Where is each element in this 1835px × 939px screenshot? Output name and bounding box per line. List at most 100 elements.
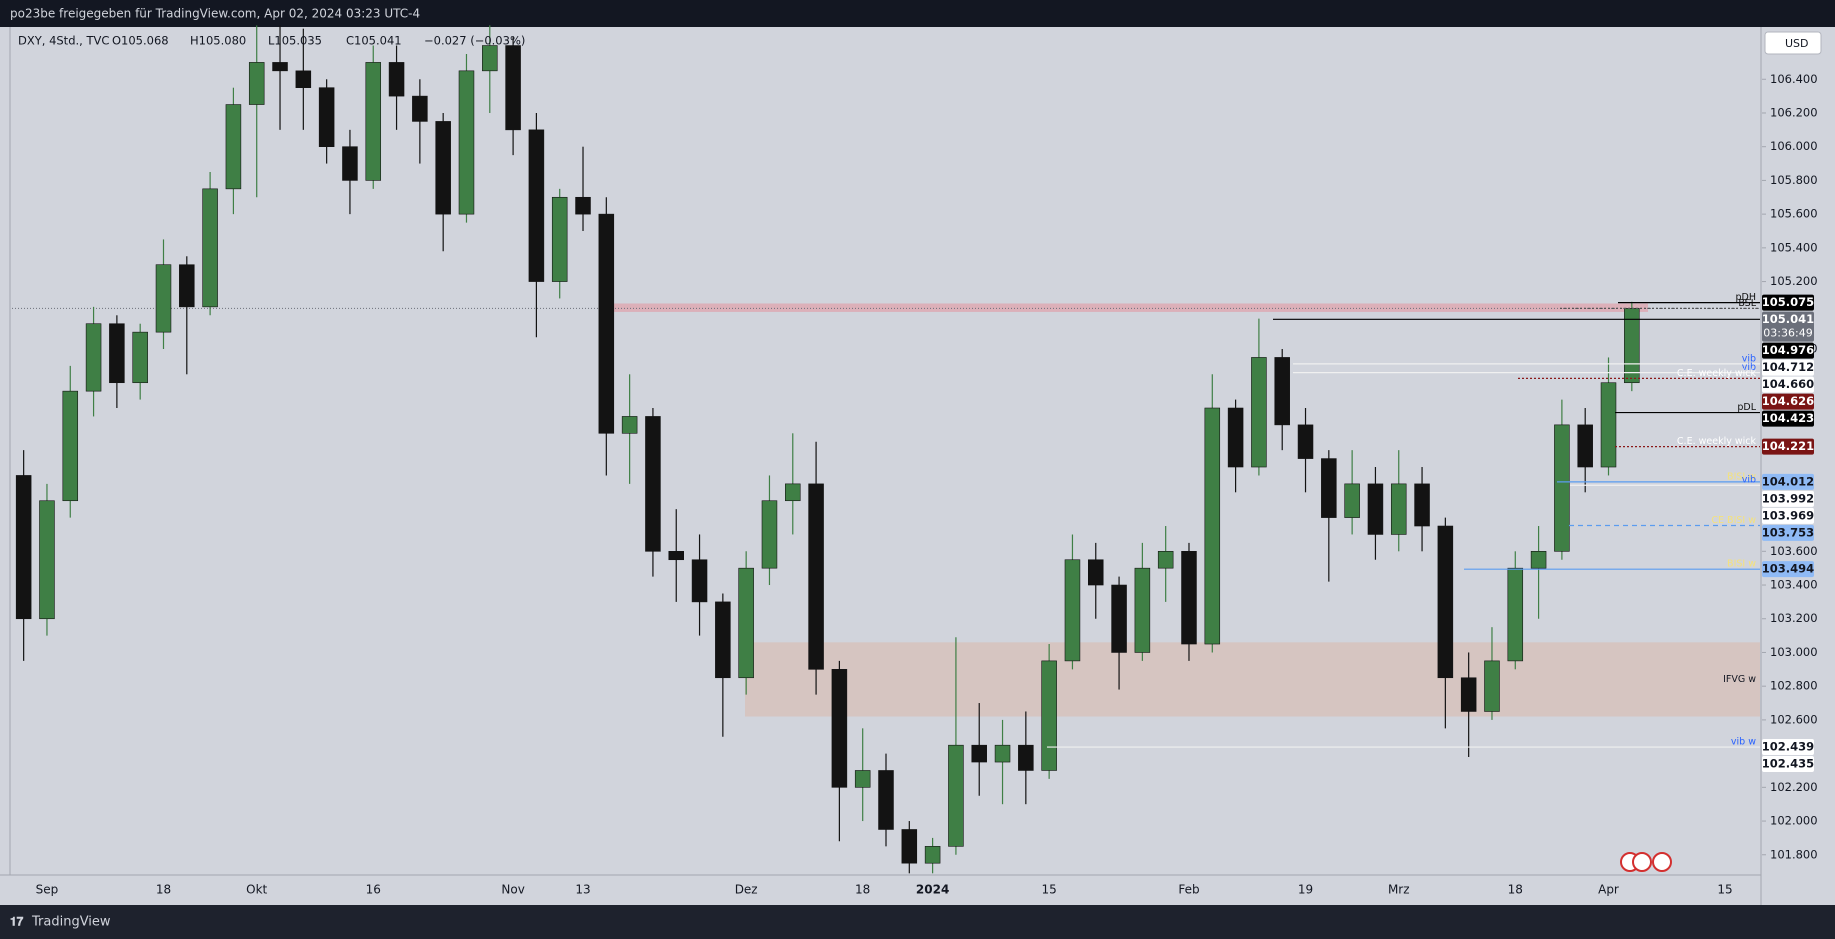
chart-bg [0, 27, 1835, 905]
candle-body [482, 45, 498, 72]
zone-label: IFVG w [1723, 674, 1756, 685]
candle-body [1204, 407, 1221, 645]
y-tick-label: 102.000 [1770, 814, 1818, 828]
legend-value: O105.068 [112, 34, 169, 48]
y-tick-label: 106.200 [1770, 105, 1818, 119]
price-label [1762, 393, 1814, 410]
x-tick-label: 18 [156, 883, 171, 897]
x-tick-label: 13 [575, 883, 590, 897]
candles [12, 25, 1760, 874]
event-icon[interactable] [1652, 852, 1672, 872]
price-label-text: 103.753 [1762, 525, 1814, 539]
x-tick-label: 18 [855, 883, 870, 897]
candle-body [1297, 424, 1314, 459]
candle-body [1530, 551, 1547, 569]
price-label [1762, 294, 1814, 311]
candle-body [458, 70, 475, 215]
candle-body [551, 196, 568, 282]
candle-body [528, 129, 545, 282]
y-tick-label: 103.000 [1770, 645, 1818, 659]
price-label-text: 104.712 [1762, 360, 1814, 374]
price-label-text: 105.041 [1762, 312, 1814, 326]
x-tick-label: Mrz [1388, 883, 1410, 897]
candle-body [132, 331, 148, 384]
candle-body [971, 744, 987, 763]
candle-body [1507, 567, 1524, 662]
candle-body [948, 744, 964, 847]
event-icon[interactable] [1632, 852, 1652, 872]
candle-body [272, 62, 288, 72]
level-label: pDL [1737, 402, 1756, 413]
price-label-text: 104.626 [1762, 394, 1814, 408]
y-tick-label: 103.400 [1770, 578, 1818, 592]
candle-body [901, 829, 918, 864]
candle-body [691, 559, 708, 603]
event-icons [1620, 852, 1672, 872]
candle-body [318, 87, 335, 147]
candle-body [878, 770, 894, 830]
candle-body [808, 483, 824, 670]
candle-body [1181, 551, 1197, 645]
level-label: vib [1742, 475, 1756, 486]
candle-body [854, 770, 871, 788]
x-tick-label: Sep [36, 883, 59, 897]
candle-body [1390, 483, 1407, 535]
candle-body [1251, 357, 1267, 468]
candle-body [1018, 744, 1034, 771]
price-label [1762, 438, 1814, 455]
candle-body [435, 121, 451, 215]
price-label-text: 102.439 [1762, 740, 1814, 754]
candle-body [62, 390, 79, 502]
candle-body [1437, 525, 1454, 679]
price-label [1762, 739, 1814, 756]
y-tick-label: 103.200 [1770, 611, 1818, 625]
candle-body [785, 483, 801, 502]
price-label [1762, 756, 1814, 773]
legend-value: −0.027 (−0.03%) [424, 34, 525, 48]
candle-body [1414, 483, 1430, 527]
candle-body [225, 104, 242, 190]
level-label: pDH [1736, 292, 1757, 303]
candle-body [295, 70, 312, 88]
currency-button[interactable] [1764, 31, 1822, 55]
candle-body [15, 475, 32, 620]
candle-body [39, 500, 55, 620]
bottom-bar [0, 905, 1835, 939]
y-tick-label: 105.200 [1770, 274, 1818, 288]
x-tick-label: 15 [1042, 883, 1057, 897]
price-label [1762, 311, 1814, 342]
zone [607, 303, 1648, 312]
candle-body [738, 567, 754, 679]
candle-body [365, 62, 382, 181]
price-label [1762, 524, 1814, 541]
level-label: vib [1742, 353, 1756, 364]
x-tick-label: Okt [246, 883, 267, 897]
candle-body [1554, 424, 1570, 552]
level-label: C.E. weekly wick [1677, 436, 1757, 447]
price-label [1762, 507, 1814, 524]
y-tick-label: 106.400 [1770, 72, 1818, 86]
zone [745, 642, 1760, 717]
price-label [1762, 561, 1814, 578]
candle-body [1041, 660, 1057, 771]
price-label-text: 104.660 [1762, 377, 1814, 391]
price-label-text: 103.494 [1762, 562, 1814, 576]
x-tick-label: 16 [366, 883, 381, 897]
candle-body [831, 669, 848, 788]
candle-body [1367, 483, 1384, 535]
y-tick-label: 105.800 [1770, 173, 1818, 187]
candle-body [598, 213, 615, 434]
candle-body [715, 601, 731, 679]
price-label [1762, 359, 1814, 376]
candle-body [1227, 407, 1244, 468]
x-tick-label: Dez [735, 883, 758, 897]
header: po23be freigegeben für TradingView.com, … [10, 7, 420, 21]
price-label [1762, 410, 1814, 427]
footer: TradingView [31, 915, 111, 930]
price-label-text: 102.435 [1762, 757, 1814, 771]
candle-body [505, 45, 521, 131]
x-tick-label: Apr [1598, 883, 1619, 897]
level-label: BISI w [1727, 471, 1756, 482]
legend-value: C105.041 [346, 34, 402, 48]
